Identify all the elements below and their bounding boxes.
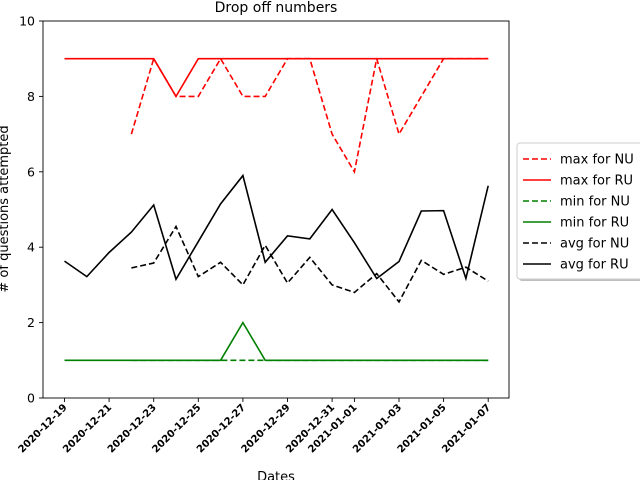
y-tick-label: 4 (27, 240, 35, 255)
x-axis-label: Dates (257, 470, 295, 480)
plot-background (43, 21, 509, 398)
y-tick-label: 10 (19, 14, 35, 29)
plot-area (43, 21, 509, 398)
legend-label: max for RU (560, 174, 633, 189)
y-tick-label: 0 (27, 391, 35, 406)
y-tick-label: 2 (27, 315, 35, 330)
legend-label: min for RU (560, 216, 629, 231)
legend-label: min for NU (560, 195, 630, 210)
legend-label: avg for NU (560, 237, 629, 252)
y-tick-label: 6 (27, 164, 35, 179)
y-axis-label: # of questions attempted (0, 125, 12, 292)
chart-title: Drop off numbers (215, 0, 338, 16)
y-tick-label: 8 (27, 89, 35, 104)
legend: max for NU max for RU min for NU min for RU… (517, 143, 640, 281)
legend-label: max for NU (560, 153, 634, 168)
legend-label: avg for RU (560, 258, 629, 273)
